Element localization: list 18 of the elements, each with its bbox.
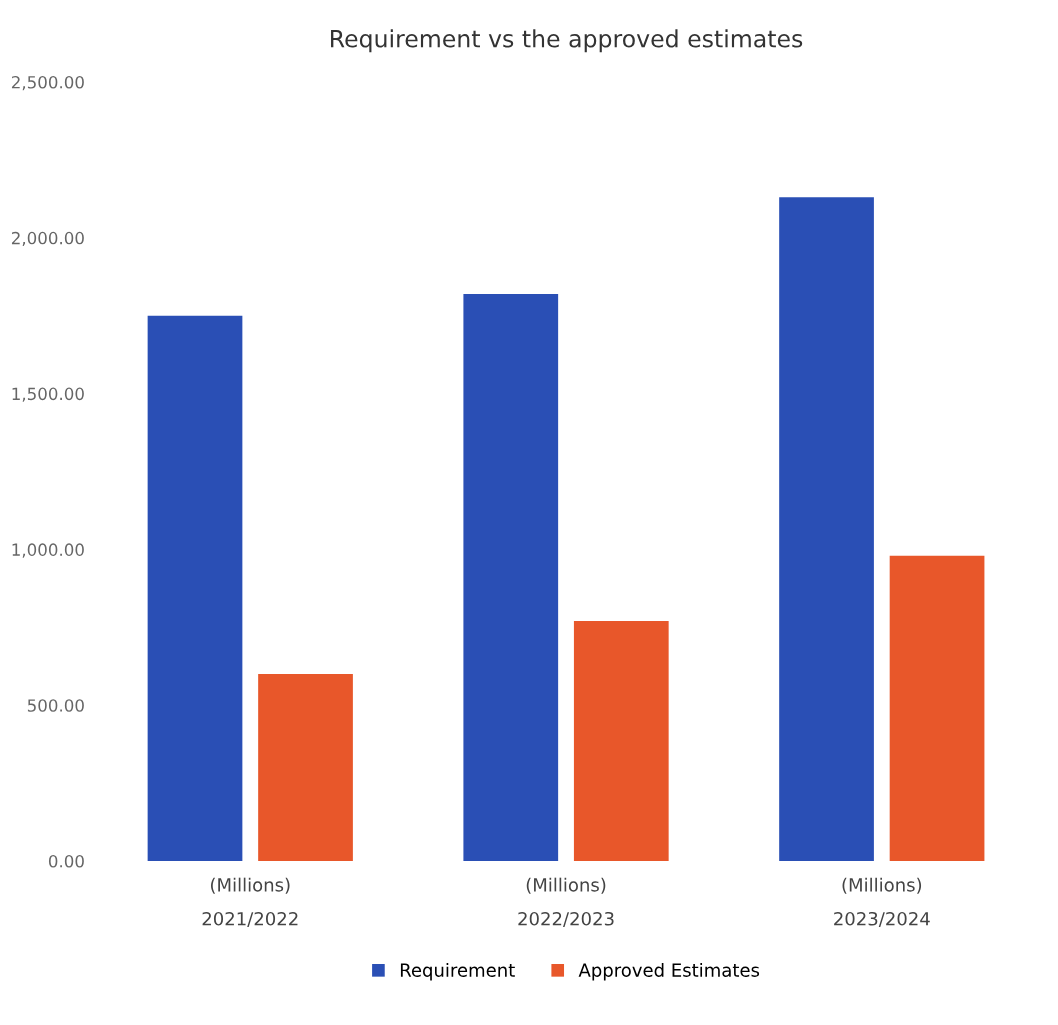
bar bbox=[258, 674, 353, 861]
legend-label: Approved Estimates bbox=[578, 962, 760, 981]
x-tick-label: (Millions) 2023/2024 bbox=[834, 877, 930, 927]
y-tick-label: 1,000.00 bbox=[12, 543, 84, 558]
y-tick-label: 2,000.00 bbox=[11, 231, 84, 247]
bar bbox=[463, 293, 559, 861]
bar bbox=[889, 555, 985, 861]
x-tick-label: (Millions) 2022/2023 bbox=[518, 877, 614, 927]
bar bbox=[779, 197, 874, 861]
legend-label: Requirement bbox=[400, 962, 515, 981]
y-tick-label: 1,500.00 bbox=[12, 387, 84, 402]
bar bbox=[147, 315, 243, 861]
y-tick-label: 500.00 bbox=[27, 699, 84, 712]
x-tick-label: (Millions) 2021/2022 bbox=[202, 877, 298, 927]
bar bbox=[573, 621, 669, 861]
chart-title: Requirement vs the approved estimates bbox=[331, 29, 803, 53]
y-tick-label: 2,500.00 bbox=[11, 75, 84, 91]
y-tick-label: 0.00 bbox=[48, 854, 84, 868]
